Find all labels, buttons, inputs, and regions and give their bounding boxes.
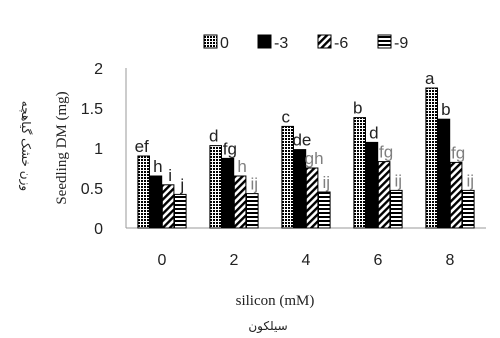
y-axis-title: Seedling DM (mg) xyxy=(54,91,70,204)
data-label: gh xyxy=(305,149,324,168)
legend-item-0: 0 xyxy=(203,34,229,52)
data-label: ij xyxy=(395,171,403,190)
bar xyxy=(462,189,475,229)
bar xyxy=(221,157,235,229)
y-tick-label: 1 xyxy=(94,141,103,158)
data-label: ef xyxy=(135,137,149,156)
data-label: ij xyxy=(323,173,331,192)
data-label: fg xyxy=(451,143,465,162)
data-label: a xyxy=(425,69,435,88)
data-label: j xyxy=(179,175,184,194)
data-label: i xyxy=(168,166,172,185)
y-tick-label: 2 xyxy=(94,61,103,78)
legend: 0 -3 -6 -9 xyxy=(203,34,408,52)
x-axis-title-persian: سیلکون xyxy=(248,319,287,334)
x-tick-label: 4 xyxy=(302,252,311,269)
data-label: fg xyxy=(223,139,237,158)
data-label: b xyxy=(353,99,362,118)
bar xyxy=(281,125,294,229)
legend-swatch-minus-9 xyxy=(377,34,392,49)
x-ticks: 0 2 4 6 8 xyxy=(158,252,455,269)
bar xyxy=(318,191,331,229)
data-label: d xyxy=(209,127,218,146)
x-tick-label: 8 xyxy=(446,252,455,269)
x-axis-title: silicon (mM) xyxy=(236,293,315,309)
data-label: b xyxy=(441,100,450,119)
legend-item-minus-9: -9 xyxy=(377,34,408,52)
bar xyxy=(137,155,150,229)
data-label: c xyxy=(281,107,290,126)
y-axis-title-persian: وزن خشک گیاهچه xyxy=(18,101,33,191)
y-tick-label: 1.5 xyxy=(81,101,103,118)
bar xyxy=(437,118,451,229)
legend-label-minus-9: -9 xyxy=(394,35,408,52)
data-label: de xyxy=(292,131,311,150)
data-label: fg xyxy=(379,143,393,162)
legend-item-minus-3: -3 xyxy=(257,34,288,52)
x-tick-label: 6 xyxy=(374,252,383,269)
bar xyxy=(305,167,319,229)
bar xyxy=(377,161,391,229)
bars xyxy=(137,87,475,229)
bar xyxy=(425,87,438,229)
x-tick-label: 0 xyxy=(158,252,167,269)
data-label: ij xyxy=(467,171,475,190)
bar xyxy=(365,141,379,229)
bar xyxy=(353,117,366,229)
y-tick-label: 0 xyxy=(94,221,103,238)
data-label: h xyxy=(153,157,162,176)
bar xyxy=(174,193,187,229)
bar xyxy=(209,145,222,229)
bar xyxy=(293,149,307,229)
legend-swatch-0 xyxy=(203,34,218,49)
legend-item-minus-6: -6 xyxy=(317,34,348,52)
bar xyxy=(246,193,259,229)
bar xyxy=(161,184,175,229)
bar xyxy=(449,161,463,229)
legend-label-0: 0 xyxy=(220,35,229,52)
x-tick-label: 2 xyxy=(230,252,239,269)
bar xyxy=(149,175,163,229)
y-ticks: 0 0.5 1 1.5 2 xyxy=(81,61,103,238)
data-label: d xyxy=(369,123,378,142)
y-tick-label: 0.5 xyxy=(81,181,103,198)
data-label: h xyxy=(237,157,246,176)
legend-swatch-minus-3 xyxy=(257,34,272,49)
bar xyxy=(233,175,247,229)
legend-swatch-minus-6 xyxy=(317,34,332,49)
bar xyxy=(390,189,403,229)
data-label: ij xyxy=(251,175,259,194)
legend-label-minus-3: -3 xyxy=(274,35,288,52)
legend-label-minus-6: -6 xyxy=(334,35,348,52)
